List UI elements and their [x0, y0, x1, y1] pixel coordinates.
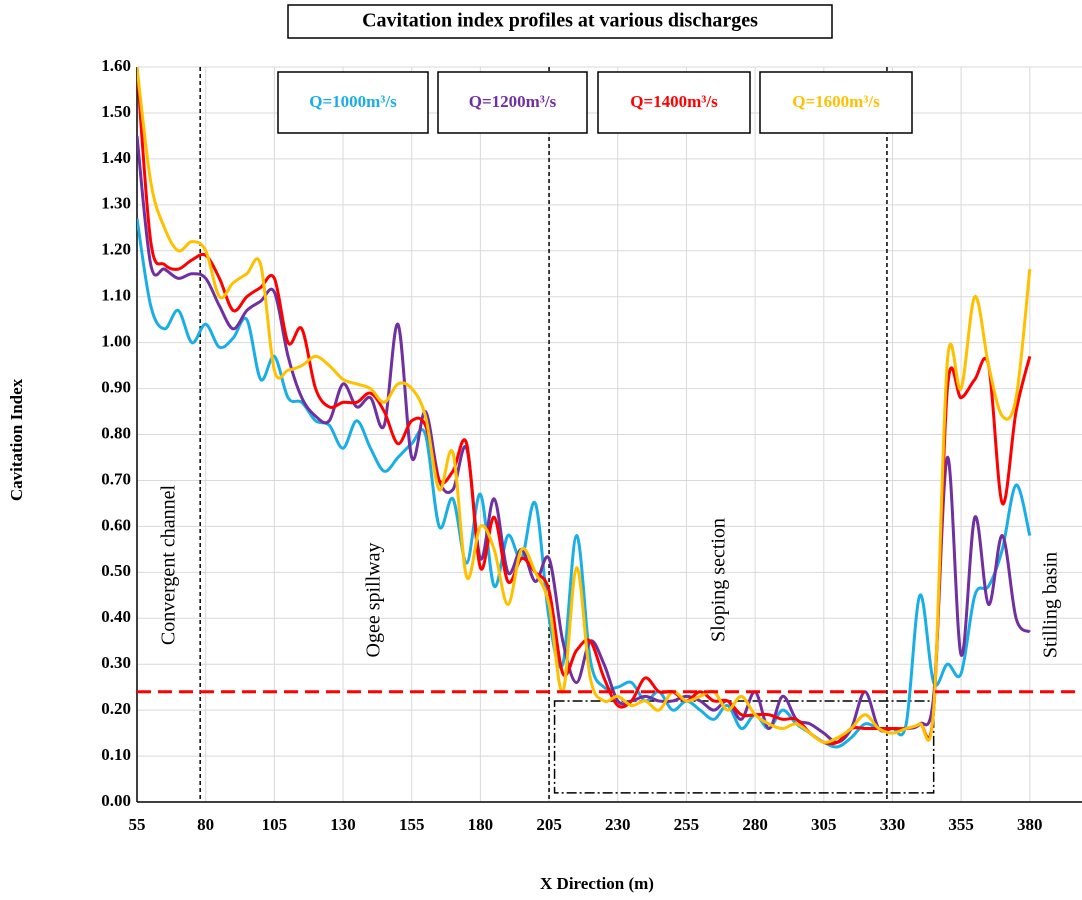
x-tick-label: 230: [605, 815, 631, 834]
region-label: Sloping section: [708, 518, 730, 642]
y-tick-label: 1.10: [101, 286, 131, 305]
x-axis-label: X Direction (m): [540, 874, 654, 893]
title-box: [287, 4, 833, 39]
focus-box: [553, 700, 935, 794]
y-tick-label: 0.60: [101, 515, 131, 534]
y-tick-label: 0.50: [101, 561, 131, 580]
x-tick-label: 55: [129, 815, 146, 834]
y-tick-label: 1.00: [101, 332, 131, 351]
x-tick-label: 305: [811, 815, 837, 834]
legend-box: [277, 71, 429, 134]
y-tick-label: 0.30: [101, 653, 131, 672]
series-line: [137, 67, 1032, 746]
region-label: Stilling basin: [1040, 552, 1062, 658]
x-tick-label: 255: [674, 815, 700, 834]
y-tick-label: 0.40: [101, 607, 131, 626]
y-tick-label: 0.00: [101, 791, 131, 810]
x-tick-label: 105: [262, 815, 288, 834]
legend-label: Q=1200m³/s: [469, 92, 557, 111]
y-axis-label: Cavitation Index: [7, 378, 26, 501]
legend-label: Q=1000m³/s: [309, 92, 397, 111]
y-tick-label: 1.40: [101, 148, 131, 167]
legend-label: Q=1400m³/s: [630, 92, 718, 111]
region-label: Ogee spillway: [363, 543, 385, 658]
x-tick-label: 180: [468, 815, 494, 834]
y-tick-label: 0.10: [101, 745, 131, 764]
y-tick-label: 0.80: [101, 423, 131, 442]
y-tick-label: 1.50: [101, 102, 131, 121]
x-tick-label: 380: [1017, 815, 1043, 834]
legend-label: Q=1600m³/s: [792, 92, 880, 111]
x-tick-label: 80: [197, 815, 214, 834]
region-label: Convergent channel: [158, 484, 180, 645]
y-tick-label: 1.60: [101, 56, 131, 75]
x-tick-label: 155: [399, 815, 425, 834]
x-tick-label: 130: [330, 815, 356, 834]
y-tick-label: 1.30: [101, 194, 131, 213]
plot-lines: [137, 67, 1032, 749]
x-tick-label: 355: [948, 815, 974, 834]
legend-box: [437, 71, 588, 134]
y-tick-label: 1.20: [101, 240, 131, 259]
series-line: [137, 135, 1031, 744]
y-tick-label: 0.90: [101, 377, 131, 396]
legend-box: [597, 71, 751, 134]
legend-box: [759, 71, 913, 134]
y-tick-label: 0.20: [101, 699, 131, 718]
chart-title: Cavitation index profiles at various dis…: [362, 10, 758, 32]
x-tick-label: 330: [880, 815, 906, 834]
x-tick-label: 280: [742, 815, 768, 834]
series-line: [137, 67, 1032, 744]
y-tick-label: 0.70: [101, 469, 131, 488]
x-tick-label: 205: [536, 815, 562, 834]
